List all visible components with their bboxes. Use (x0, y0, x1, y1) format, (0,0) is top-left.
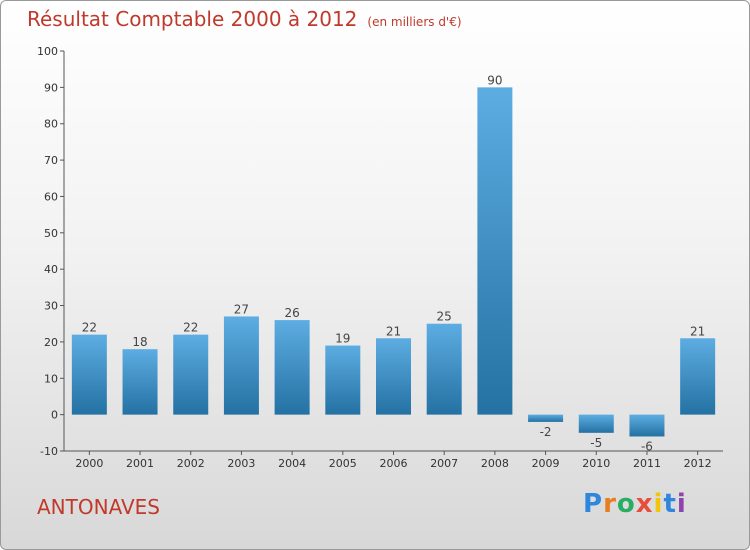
y-tick-label: 50 (44, 227, 58, 240)
value-label-2011: -6 (641, 439, 653, 453)
bar-2009 (528, 414, 564, 422)
logo-letter: P (583, 489, 604, 519)
bar-2008 (477, 87, 513, 415)
y-tick-label: 100 (37, 45, 58, 58)
value-label-2009: -2 (540, 425, 552, 439)
value-label-2003: 27 (234, 302, 249, 316)
bar-2005 (325, 345, 361, 415)
x-tick-label: 2001 (126, 457, 154, 470)
value-label-2010: -5 (590, 436, 602, 450)
value-label-2005: 19 (335, 332, 350, 346)
x-tick-label: 2007 (430, 457, 458, 470)
value-label-2008: 90 (487, 73, 502, 87)
bar-2011 (629, 414, 665, 437)
y-tick-label: 30 (44, 300, 58, 313)
x-tick-label: 2012 (684, 457, 712, 470)
y-tick-label: 40 (44, 263, 58, 276)
x-tick-label: 2000 (75, 457, 103, 470)
x-tick-label: 2009 (532, 457, 560, 470)
x-tick-label: 2002 (177, 457, 205, 470)
bar-2000 (71, 334, 107, 415)
bar-2002 (173, 334, 209, 415)
proxiti-logo[interactable]: Proxiti (583, 489, 687, 519)
logo-letter: t (663, 489, 677, 519)
x-tick-label: 2006 (380, 457, 408, 470)
chart-title-text: Résultat Comptable 2000 à 2012 (27, 7, 358, 31)
y-tick-label: 10 (44, 372, 58, 385)
logo-letter: i (653, 489, 664, 519)
x-tick-label: 2008 (481, 457, 509, 470)
chart-title: Résultat Comptable 2000 à 2012 (en millie… (27, 7, 462, 31)
bar-2010 (578, 414, 614, 433)
value-label-2002: 22 (183, 321, 198, 335)
logo-letter: i (676, 489, 687, 519)
bar-2006 (376, 338, 411, 415)
logo-letter: o (616, 489, 636, 519)
value-label-2007: 25 (437, 310, 452, 324)
bar-2003 (223, 316, 259, 415)
value-label-2006: 21 (386, 324, 401, 338)
value-label-2001: 18 (132, 335, 147, 349)
x-tick-label: 2011 (633, 457, 661, 470)
bar-2012 (680, 338, 716, 415)
logo-letter: r (603, 489, 617, 519)
y-tick-label: 70 (44, 154, 58, 167)
chart-subtitle: (en milliers d'€) (367, 15, 462, 29)
y-tick-label: 80 (44, 118, 58, 131)
logo-letter: x (635, 489, 654, 519)
y-tick-label: -10 (40, 445, 58, 458)
bar-2001 (122, 349, 158, 415)
x-tick-label: 2004 (278, 457, 306, 470)
bar-2007 (426, 323, 462, 415)
y-tick-label: 0 (51, 409, 58, 422)
y-tick-label: 20 (44, 336, 58, 349)
location-name: ANTONAVES (37, 495, 160, 519)
x-tick-label: 2003 (227, 457, 255, 470)
value-label-2004: 26 (284, 306, 299, 320)
value-label-2000: 22 (82, 321, 97, 335)
value-label-2012: 21 (690, 324, 705, 338)
x-tick-label: 2010 (582, 457, 610, 470)
y-tick-label: 60 (44, 190, 58, 203)
y-tick-label: 90 (44, 81, 58, 94)
x-tick-label: 2005 (329, 457, 357, 470)
bar-2004 (274, 320, 310, 415)
